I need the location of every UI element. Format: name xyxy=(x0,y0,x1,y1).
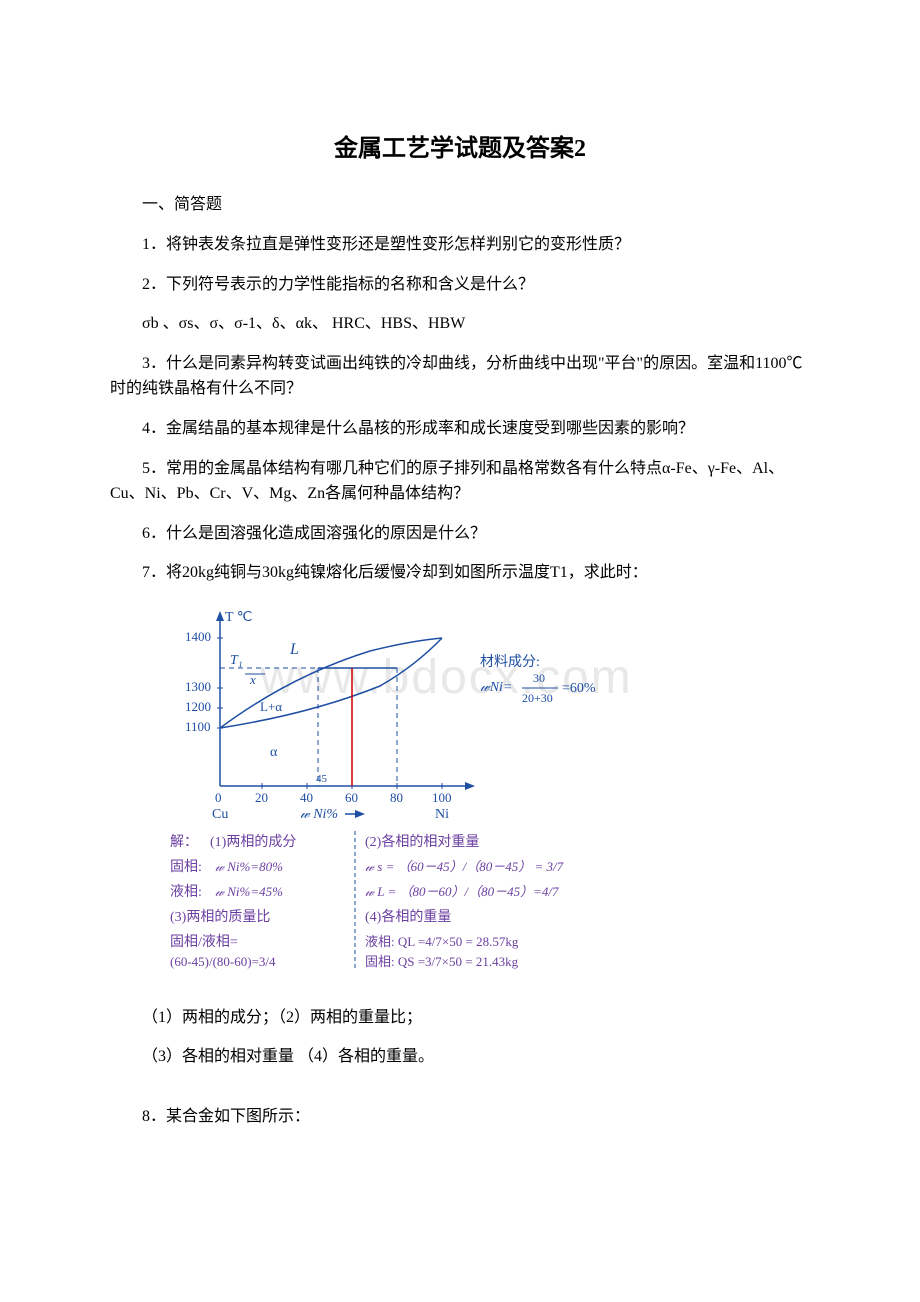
tick-45: 45 xyxy=(316,773,328,785)
section-heading: 一、简答题 xyxy=(110,192,810,218)
x-tick-100: 100 xyxy=(432,790,452,805)
region-l: L xyxy=(289,641,299,658)
material-formula-num: 30 xyxy=(533,671,545,685)
x-label-ni: Ni xyxy=(435,807,449,822)
phase-diagram: T ℃ 1400 1300 1200 1100 0 20 40 60 80 10… xyxy=(170,606,650,985)
question-2: 2．下列符号表示的力学性能指标的名称和含义是什么？ xyxy=(110,272,810,298)
question-3: 3．什么是同素异构转变试画出纯铁的冷却曲线，分析曲线中出现"平台"的原因。室温和… xyxy=(110,351,810,402)
x-tick-20: 20 xyxy=(255,790,268,805)
ratio-formula: (60-45)/(80-60)=3/4 xyxy=(170,954,276,969)
part1-label: (1)两相的成分 xyxy=(210,834,296,850)
material-formula-den: 20+30 xyxy=(522,691,553,705)
solution-label: 解： xyxy=(170,834,198,850)
region-la: L+α xyxy=(260,699,282,714)
material-formula-rhs: =60% xyxy=(562,681,596,696)
liquid-comp: 𝓌 Ni%=45% xyxy=(215,884,283,899)
x-tick-0: 0 xyxy=(215,790,222,805)
phase-diagram-svg: T ℃ 1400 1300 1200 1100 0 20 40 60 80 10… xyxy=(170,606,650,976)
question-8: 8．某合金如下图所示： xyxy=(110,1104,810,1130)
question-1: 1．将钟表发条拉直是弹性变形还是塑性变形怎样判别它的变形性质？ xyxy=(110,232,810,258)
solid-comp: 𝓌 Ni%=80% xyxy=(215,859,283,874)
question-6: 6．什么是固溶强化造成固溶强化的原因是什么？ xyxy=(110,521,810,547)
y-tick-1400: 1400 xyxy=(185,629,211,644)
y-tick-1300: 1300 xyxy=(185,679,211,694)
x-tick-40: 40 xyxy=(300,790,313,805)
document-content: 金属工艺学试题及答案2 一、简答题 1．将钟表发条拉直是弹性变形还是塑性变形怎样… xyxy=(110,130,810,1129)
solid-label: 固相: xyxy=(170,859,202,875)
x-axis-label: 𝓌 Ni% xyxy=(300,807,338,822)
material-label: 材料成分: xyxy=(480,654,540,670)
x-label-cu: Cu xyxy=(212,807,228,822)
x-tick-80: 80 xyxy=(390,790,403,805)
y-axis-label: T ℃ xyxy=(225,610,253,625)
region-a: α xyxy=(270,745,278,760)
material-formula-lhs: 𝓌Ni= xyxy=(480,680,512,695)
liquid-weight: 液相: QL =4/7×50 = 28.57kg xyxy=(365,934,519,949)
liquid-formula: 𝓌 L = （80－60）/（80－45）=4/7 xyxy=(365,884,559,899)
x-tick-60: 60 xyxy=(345,790,358,805)
question-7-parts-12: （1）两相的成分；（2）两相的重量比； xyxy=(110,1005,810,1031)
part3-label: (3)两相的质量比 xyxy=(170,909,270,925)
y-tick-1100: 1100 xyxy=(185,719,211,734)
question-7: 7．将20kg纯铜与30kg纯镍熔化后缓慢冷却到如图所示温度T1，求此时： xyxy=(110,560,810,586)
y-tick-1200: 1200 xyxy=(185,699,211,714)
part4-label: (4)各相的重量 xyxy=(365,909,451,925)
ratio-label: 固相/液相= xyxy=(170,934,238,950)
question-7-parts-34: （3）各相的相对重量 （4）各相的重量。 xyxy=(110,1044,810,1070)
t1-label: T₁ xyxy=(230,653,243,668)
question-4: 4．金属结晶的基本规律是什么晶核的形成率和成长速度受到哪些因素的影响？ xyxy=(110,416,810,442)
question-2-symbols: σb 、σs、σ、σ-1、δ、αk、 HRC、HBS、HBW xyxy=(110,311,810,337)
liquid-label: 液相: xyxy=(170,884,202,900)
solid-formula: 𝓌 s = （60－45）/（80－45） = 3/7 xyxy=(365,859,564,874)
part2-label: (2)各相的相对重量 xyxy=(365,834,479,850)
solid-weight: 固相: QS =3/7×50 = 21.43kg xyxy=(365,954,519,969)
question-5: 5．常用的金属晶体结构有哪几种它们的原子排列和晶格常数各有什么特点α-Fe、γ-… xyxy=(110,456,810,507)
page-title: 金属工艺学试题及答案2 xyxy=(110,130,810,168)
